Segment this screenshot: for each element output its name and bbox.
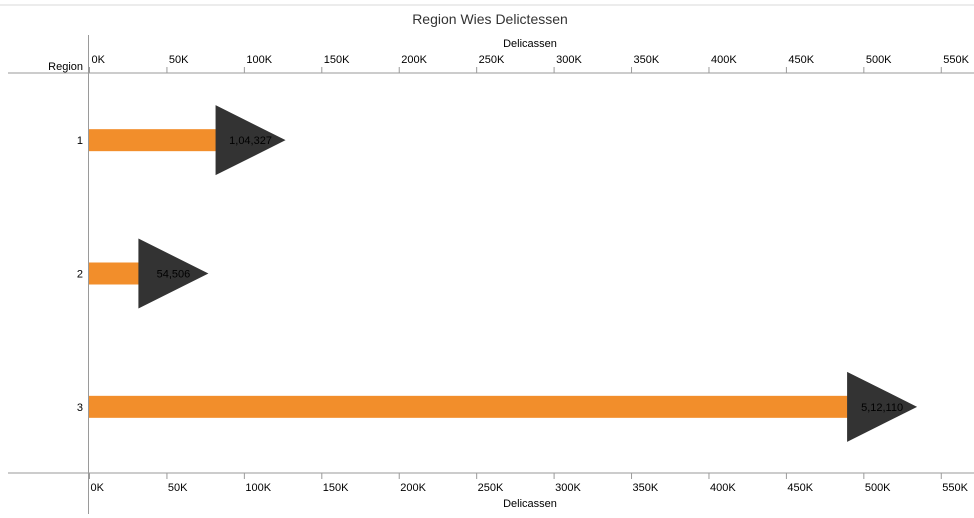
category-label: 3: [77, 402, 83, 414]
x-tick-label-bottom: 500K: [865, 482, 891, 494]
x-tick-label-bottom: 300K: [555, 482, 581, 494]
x-tick-label-bottom: 550K: [942, 482, 968, 494]
bar: [89, 395, 883, 418]
x-tick-label-bottom: 0K: [91, 482, 105, 494]
x-axis-bottom: 0K 50K 100K 150K 200K 250K 300K 350K 400K 450K 500…: [89, 473, 969, 494]
x-tick-label-top: 150K: [324, 54, 350, 66]
x-tick-label-bottom: 400K: [710, 482, 736, 494]
x-tick-label-bottom: 450K: [787, 482, 813, 494]
x-tick-label-top: 400K: [711, 54, 737, 66]
bars: 1 1,04,327 2 54,506 3 5,12,110: [77, 105, 918, 442]
x-tick-label-top: 250K: [479, 54, 505, 66]
x-tick-label-top: 450K: [788, 54, 814, 66]
x-tick-label-top: 50K: [169, 54, 189, 66]
x-axis-title-bottom: Delicassen: [503, 498, 557, 510]
y-axis-title: Region: [48, 61, 83, 73]
x-tick-label-top: 200K: [401, 54, 427, 66]
x-tick-label-top: 100K: [246, 54, 272, 66]
x-tick-label-bottom: 150K: [323, 482, 349, 494]
bar-value-label: 1,04,327: [229, 135, 272, 147]
end-marker-triangle: [138, 238, 209, 309]
x-tick-label-top: 0K: [92, 54, 106, 66]
x-tick-label-bottom: 50K: [168, 482, 188, 494]
x-tick-label-bottom: 200K: [400, 482, 426, 494]
chart-title: Region Wies Delictessen: [412, 11, 568, 27]
x-axis-title-top: Delicassen: [503, 38, 557, 50]
bar: [89, 129, 251, 152]
category-label: 1: [77, 135, 83, 147]
end-marker-triangle: [215, 105, 286, 176]
x-tick-label-top: 550K: [943, 54, 969, 66]
x-tick-label-top: 350K: [634, 54, 660, 66]
x-tick-label-bottom: 350K: [633, 482, 659, 494]
bar-value-label: 54,506: [157, 269, 191, 281]
x-tick-label-bottom: 250K: [478, 482, 504, 494]
x-tick-label-top: 500K: [866, 54, 892, 66]
x-axis-top: 0K 50K 100K 150K 200K 250K 300K 350K 400K 450K 500…: [89, 54, 970, 73]
bar-value-label: 5,12,110: [861, 402, 903, 414]
x-tick-label-top: 300K: [556, 54, 582, 66]
x-tick-label-bottom: 100K: [245, 482, 271, 494]
category-label: 2: [77, 269, 83, 281]
end-marker-triangle: [847, 371, 918, 442]
